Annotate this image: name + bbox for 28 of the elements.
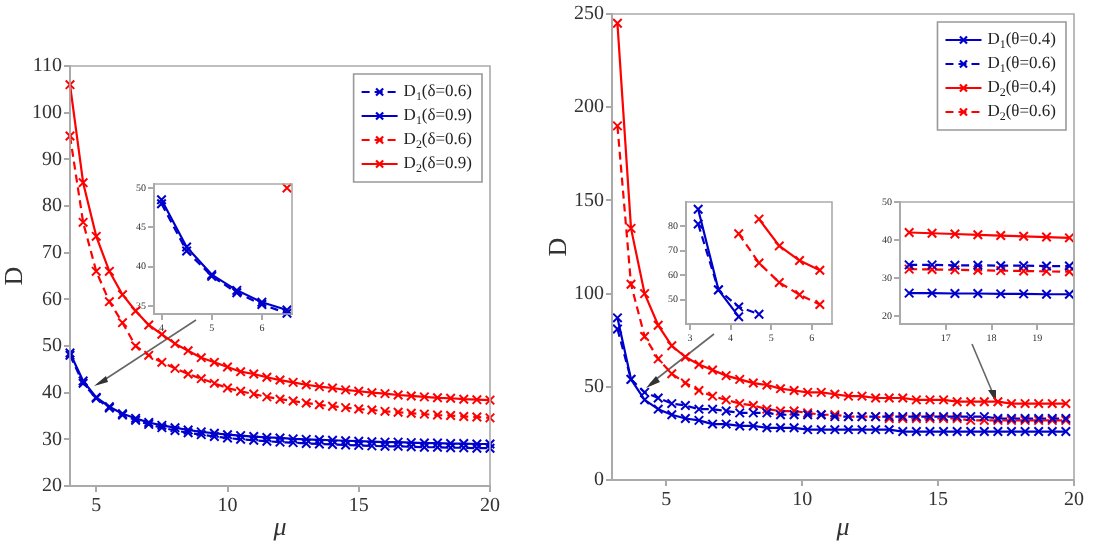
y-tick-label: 100 <box>32 101 62 124</box>
x-tick-label: 5 <box>91 495 102 518</box>
y-tick-label: 70 <box>42 241 62 264</box>
y-tick-label: 250 <box>574 3 604 26</box>
y-tick-label: 50 <box>584 376 604 399</box>
y-tick-label: 30 <box>42 428 62 451</box>
y-tick-label: 0 <box>594 469 604 492</box>
y-tick-label: 100 <box>574 282 604 305</box>
x-tick-label: 10 <box>792 489 813 512</box>
x-axis-title: μ <box>271 511 288 542</box>
y-tick-label: 150 <box>574 189 604 212</box>
x-tick-label: 15 <box>348 495 369 518</box>
y-axis-title: D <box>542 237 573 257</box>
x-tick-label: 5 <box>661 489 672 512</box>
x-axis-title: μ <box>834 511 851 542</box>
y-tick-label: 110 <box>32 55 62 78</box>
y-tick-label: 90 <box>42 148 62 171</box>
y-tick-label: 200 <box>574 96 604 119</box>
y-tick-label: 60 <box>42 288 62 311</box>
x-tick-label: 20 <box>480 495 500 518</box>
x-tick-label: 10 <box>217 495 238 518</box>
y-tick-label: 40 <box>42 381 62 404</box>
x-tick-label: 15 <box>928 489 949 512</box>
y-axis-title: D <box>0 266 29 286</box>
x-tick-label: 20 <box>1064 489 1084 512</box>
y-tick-label: 80 <box>42 195 62 218</box>
y-tick-label: 50 <box>42 335 62 358</box>
y-tick-label: 20 <box>42 475 62 498</box>
